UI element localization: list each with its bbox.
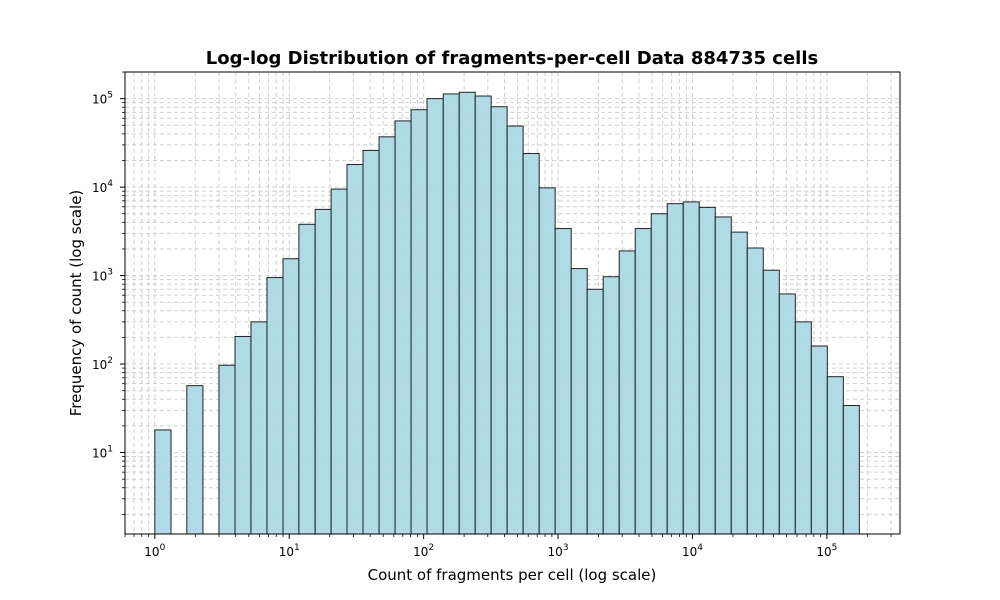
histogram-bar (346, 164, 364, 535)
histogram-bar (442, 93, 460, 535)
x-tick-label: 100 (144, 543, 165, 559)
histogram-bar (826, 376, 844, 535)
histogram-bar (666, 203, 684, 535)
histogram-bar (698, 206, 716, 535)
x-tick-label: 104 (682, 543, 703, 559)
histogram-bar (458, 91, 476, 535)
y-tick-label: 102 (92, 356, 113, 372)
histogram-bar (154, 429, 172, 535)
x-tick-label: 103 (548, 543, 569, 559)
x-tick-label: 101 (279, 543, 300, 559)
histogram-bar (794, 321, 812, 535)
histogram-bar (810, 345, 828, 535)
histogram-bar (538, 187, 556, 535)
histogram-bar (570, 268, 588, 535)
histogram-bar (634, 228, 652, 535)
histogram-bar (714, 216, 732, 535)
histogram-bar (730, 231, 748, 535)
histogram-bar (522, 152, 540, 535)
histogram-bar (682, 201, 700, 535)
y-tick-label: 103 (92, 268, 113, 284)
y-tick-label: 104 (92, 179, 113, 195)
histogram-bar (362, 149, 380, 535)
histogram-bar (234, 335, 252, 535)
histogram-bar (474, 95, 492, 535)
histogram-bar (490, 106, 508, 535)
histogram-bar (330, 188, 348, 535)
histogram-bar (586, 288, 604, 535)
plot-frame (124, 71, 901, 535)
x-axis-label: Count of fragments per cell (log scale) (368, 566, 657, 584)
y-tick-label: 105 (92, 91, 113, 107)
histogram-bar (218, 364, 236, 535)
histogram-bar (778, 293, 796, 535)
histogram-bar (410, 109, 428, 535)
histogram-bar (378, 136, 396, 535)
chart-title: Log-log Distribution of fragments-per-ce… (206, 48, 818, 69)
histogram-bar (842, 405, 860, 535)
histogram-bar (650, 213, 668, 535)
histogram-bar (554, 228, 572, 535)
histogram-bar (618, 250, 636, 535)
x-tick-label: 105 (816, 543, 837, 559)
histogram-bar (314, 208, 332, 535)
histogram-bar (282, 258, 300, 535)
histogram-bar (394, 120, 412, 535)
histogram-bar (250, 321, 268, 535)
histogram-bar (426, 98, 444, 535)
y-tick-label: 101 (92, 445, 113, 461)
histogram-bar (506, 125, 524, 535)
histogram-bar (746, 247, 764, 535)
ticks-layer: 100 101 102 103 104 105 101 102 103 104 105 (92, 71, 892, 559)
histogram-bar (298, 223, 316, 535)
bars-layer (154, 91, 860, 535)
histogram-bar (186, 385, 204, 535)
x-tick-label: 102 (413, 543, 434, 559)
histogram-bar (602, 276, 620, 535)
y-axis-label: Frequency of count (log scale) (67, 190, 85, 417)
histogram-bar (266, 277, 284, 535)
histogram-bar (762, 269, 780, 535)
